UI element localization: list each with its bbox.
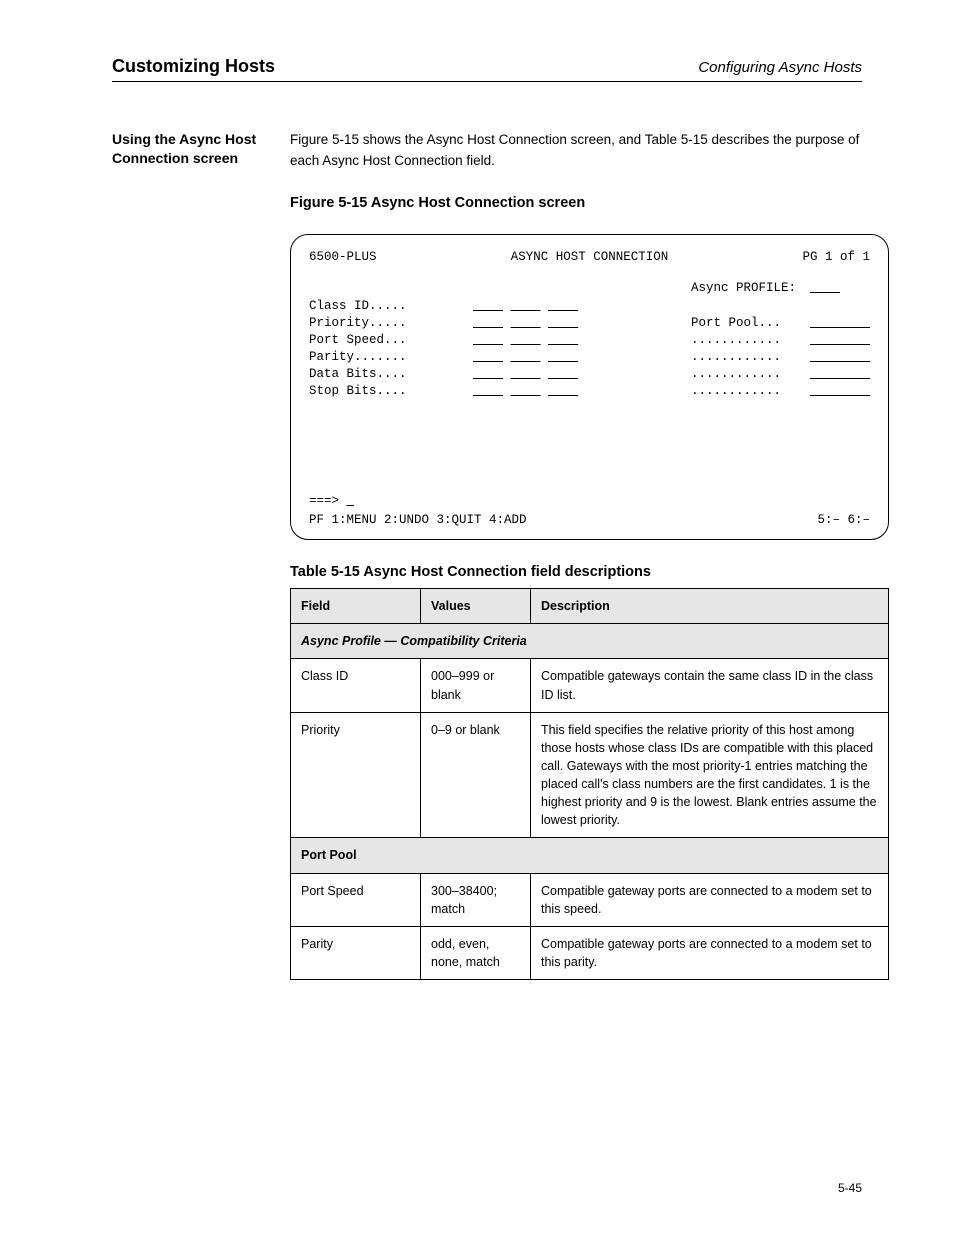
- row-profile-head: Async Profile — Compatibility Criteria: [291, 624, 889, 659]
- row-port-pool-head: Port Pool: [291, 838, 889, 873]
- content: Figure 5-15 shows the Async Host Connect…: [290, 130, 889, 980]
- figure-caption: Figure 5-15 Async Host Connection screen: [290, 192, 889, 214]
- lbl-parity: Parity.......: [309, 349, 459, 366]
- lbl-async-profile: Async PROFILE:: [691, 280, 796, 297]
- fields-table: Field Values Description Async Profile —…: [290, 588, 889, 980]
- screen-right-labels: Async PROFILE: Port Pool... ............…: [691, 280, 796, 399]
- command-line: ===> _: [309, 493, 870, 510]
- table-row: Class ID 000–999 or blank Compatible gat…: [291, 659, 889, 712]
- col-values: Values: [421, 589, 531, 624]
- screen-right-fields: ____ ________ ________ ________ ________…: [810, 280, 870, 399]
- screen-page-ref: PG 1 of 1: [803, 249, 871, 266]
- col-description: Description: [531, 589, 889, 624]
- lbl-stop-bits: Stop Bits....: [309, 383, 459, 400]
- table-row: Parity odd, even, none, match Compatible…: [291, 926, 889, 979]
- intro-paragraph: Figure 5-15 shows the Async Host Connect…: [290, 130, 889, 172]
- pf-keys: PF 1:MENU 2:UNDO 3:QUIT 4:ADD 5:– 6:–: [309, 512, 870, 529]
- screen-title: ASYNC HOST CONNECTION: [377, 249, 803, 266]
- header-right: Configuring Async Hosts: [698, 59, 862, 76]
- lbl-port-speed: Port Speed...: [309, 332, 459, 349]
- table-header-row: Field Values Description: [291, 589, 889, 624]
- lbl-priority: Priority.....: [309, 315, 459, 332]
- lbl-port-pool: Port Pool...: [691, 315, 796, 332]
- lbl-data-bits: Data Bits....: [309, 366, 459, 383]
- page-number: 5-45: [838, 1181, 862, 1195]
- table-row: Priority 0–9 or blank This field specifi…: [291, 712, 889, 838]
- page: Customizing Hosts Configuring Async Host…: [0, 0, 954, 1235]
- sidebar-title: Using the Async Host Connection screen: [112, 130, 262, 168]
- screen-left-labels: Class ID..... Priority..... Port Speed..…: [309, 280, 459, 399]
- screen-left-fields: ____ ____ ____ ____ ____ ____ ____ ____ …: [473, 280, 643, 399]
- lbl-class-id: Class ID.....: [309, 298, 459, 315]
- col-field: Field: [291, 589, 421, 624]
- table-caption: Table 5-15 Async Host Connection field d…: [290, 564, 889, 580]
- screen-product: 6500-PLUS: [309, 249, 377, 266]
- page-header: Customizing Hosts Configuring Async Host…: [112, 56, 862, 82]
- terminal-screen: 6500-PLUS ASYNC HOST CONNECTION PG 1 of …: [290, 234, 889, 540]
- body-row: Using the Async Host Connection screen F…: [112, 130, 862, 980]
- table-row: Port Speed 300–38400; match Compatible g…: [291, 873, 889, 926]
- header-left: Customizing Hosts: [112, 56, 275, 77]
